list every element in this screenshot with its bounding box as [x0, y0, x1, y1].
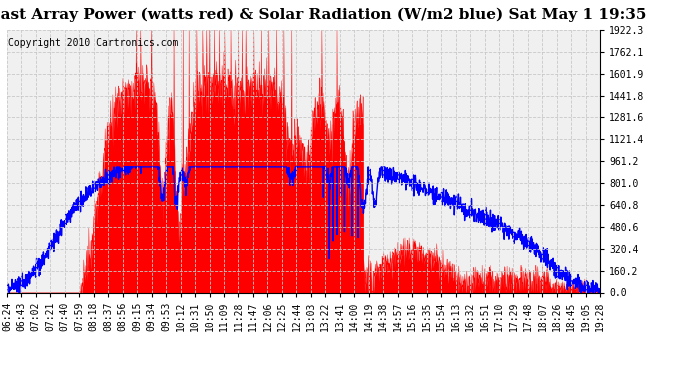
Text: East Array Power (watts red) & Solar Radiation (W/m2 blue) Sat May 1 19:35: East Array Power (watts red) & Solar Rad…: [0, 8, 646, 22]
Text: Copyright 2010 Cartronics.com: Copyright 2010 Cartronics.com: [8, 38, 179, 48]
